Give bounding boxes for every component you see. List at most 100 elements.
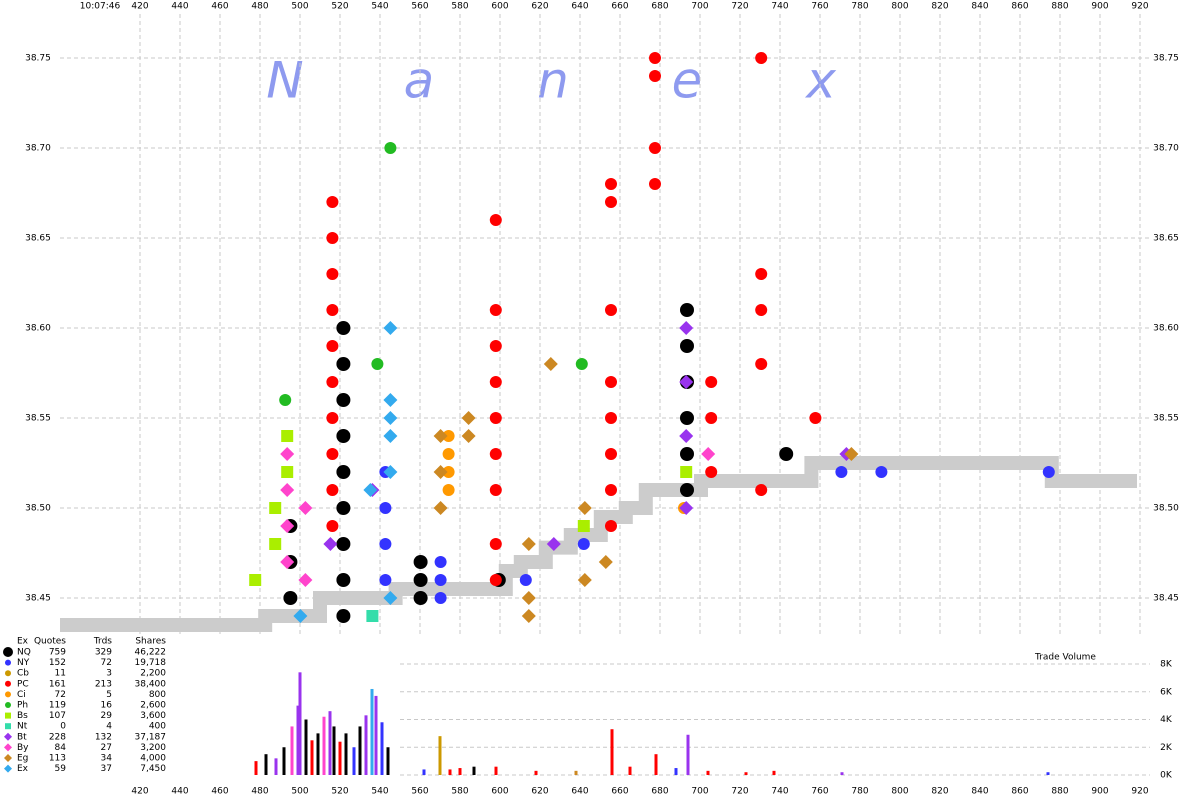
trade-point [489, 448, 502, 460]
x-tick-label: 560 [411, 787, 428, 797]
legend-marker [4, 743, 12, 752]
trade-point [701, 447, 716, 461]
trade-point [379, 502, 392, 514]
legend-marker [4, 732, 12, 741]
trade-point [489, 214, 502, 226]
legend-marker [3, 647, 13, 657]
legend-quotes: 228 [49, 732, 66, 742]
legend-marker [5, 680, 11, 687]
trade-point [280, 447, 295, 461]
x-tick-label: 680 [651, 787, 668, 797]
trade-point [577, 520, 590, 532]
trade-point [433, 465, 448, 479]
trade-point [875, 466, 888, 478]
trade-point [755, 52, 768, 64]
trade-point [383, 321, 398, 335]
trade-point [269, 502, 282, 514]
legend-name: PC [17, 679, 29, 689]
x-tick-label: 560 [411, 2, 428, 12]
legend-name: Cb [17, 669, 29, 679]
trade-point [575, 358, 588, 370]
legend-trades: 34 [101, 754, 113, 764]
trade-point [326, 232, 339, 244]
trade-point [434, 574, 447, 586]
trade-point [383, 591, 398, 605]
y-tick-label: 38.45 [1153, 594, 1179, 604]
trade-point [336, 465, 351, 479]
volume-bar [332, 726, 336, 775]
x-tick-label: 860 [1011, 2, 1028, 12]
x-tick-label: 720 [731, 2, 748, 12]
x-tick-label: 780 [851, 787, 868, 797]
trade-point [605, 304, 617, 316]
legend-shares: 3,600 [140, 711, 166, 721]
x-tick-label: 760 [811, 2, 828, 12]
trade-point [280, 519, 295, 533]
trade-point [379, 538, 392, 550]
volume-bar [374, 695, 378, 775]
x-tick-label: 640 [571, 2, 588, 12]
x-tick-label: 680 [651, 2, 668, 12]
trade-point [705, 466, 718, 478]
legend-name: Nt [17, 722, 28, 732]
trade-point [383, 411, 398, 425]
legend-shares: 2,200 [140, 669, 166, 679]
trade-point [489, 538, 502, 550]
trade-point [326, 304, 339, 316]
trade-point [521, 591, 536, 605]
trade-point [521, 537, 536, 551]
legend-marker [4, 754, 12, 762]
watermark-letter: e [672, 52, 703, 110]
legend-trades: 4 [106, 722, 112, 732]
trade-point [366, 610, 379, 622]
trade-point [605, 178, 617, 190]
volume-bar [674, 768, 678, 775]
legend-quotes: 11 [55, 669, 66, 679]
trade-point [598, 555, 613, 569]
x-tick-label: 480 [251, 787, 268, 797]
legend-header: Quotes [34, 637, 66, 647]
volume-bar [610, 729, 614, 775]
volume-bar [254, 761, 258, 775]
trade-point [384, 142, 397, 154]
trade-point [605, 376, 617, 388]
y-tick-label: 38.45 [25, 594, 51, 604]
watermark-letter: n [537, 52, 569, 110]
x-tick-label: 700 [691, 2, 708, 12]
x-tick-label: 900 [1091, 787, 1108, 797]
legend-name: By [17, 743, 29, 753]
volume-bar [316, 733, 320, 775]
volume-tick-label: 8K [1160, 660, 1173, 670]
legend-name: Ph [17, 701, 28, 711]
volume-bar [448, 769, 452, 775]
trade-point [680, 339, 694, 353]
x-tick-label: 820 [931, 787, 948, 797]
volume-bar [304, 719, 308, 775]
trade-point [755, 484, 768, 496]
x-tick-label: 480 [251, 2, 268, 12]
trade-point [679, 375, 694, 389]
x-tick-label: 720 [731, 787, 748, 797]
volume-tick-label: 2K [1160, 743, 1173, 753]
x-tick-label: 440 [171, 787, 188, 797]
legend-shares: 4,000 [140, 754, 166, 764]
y-tick-label: 38.75 [25, 54, 51, 64]
volume-bar [1046, 772, 1050, 775]
legend-header: Trds [93, 637, 112, 647]
trade-point [269, 538, 282, 550]
legend-quotes: 72 [55, 690, 66, 700]
trade-point [413, 573, 428, 587]
trade-point [489, 304, 502, 316]
volume-tick-label: 4K [1160, 715, 1173, 725]
volume-bar [534, 770, 538, 775]
trade-point [755, 268, 768, 280]
x-tick-label: 620 [531, 2, 548, 12]
trade-point [336, 429, 351, 443]
legend-trades: 27 [101, 743, 112, 753]
x-tick-label: 740 [771, 2, 788, 12]
trade-point [323, 537, 338, 551]
legend-shares: 800 [149, 690, 166, 700]
trade-point [433, 429, 448, 443]
x-tick-label: 460 [211, 787, 228, 797]
y-tick-label: 38.50 [25, 504, 51, 514]
